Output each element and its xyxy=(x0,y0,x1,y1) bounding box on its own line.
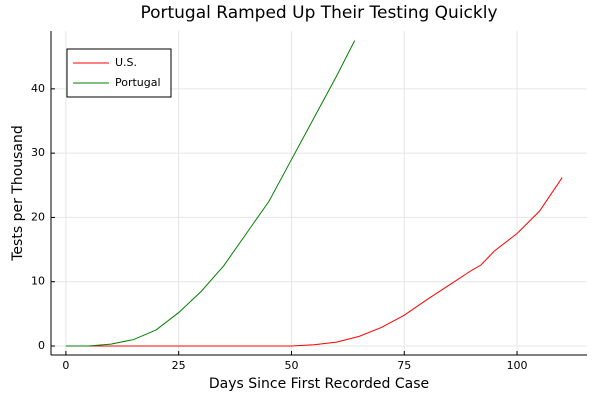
y-tick-label: 40 xyxy=(31,82,45,95)
x-tick-label: 0 xyxy=(62,359,69,372)
x-tick-label: 25 xyxy=(172,359,186,372)
legend-label: U.S. xyxy=(115,56,137,69)
x-tick-label: 75 xyxy=(397,359,411,372)
chart-title: Portugal Ramped Up Their Testing Quickly xyxy=(140,3,497,23)
x-axis-label: Days Since First Recorded Case xyxy=(209,376,429,392)
y-tick-label: 30 xyxy=(31,146,45,159)
y-tick-label: 0 xyxy=(38,339,45,352)
y-axis-label: Tests per Thousand xyxy=(10,125,26,262)
series-line xyxy=(65,177,563,347)
y-tick-label: 10 xyxy=(31,275,45,288)
series-line xyxy=(65,40,356,347)
legend-box xyxy=(66,48,172,98)
y-tick-label: 20 xyxy=(31,210,45,223)
x-tick-label: 100 xyxy=(507,359,528,372)
legend-label: Portugal xyxy=(115,76,161,89)
x-tick-label: 50 xyxy=(284,359,298,372)
